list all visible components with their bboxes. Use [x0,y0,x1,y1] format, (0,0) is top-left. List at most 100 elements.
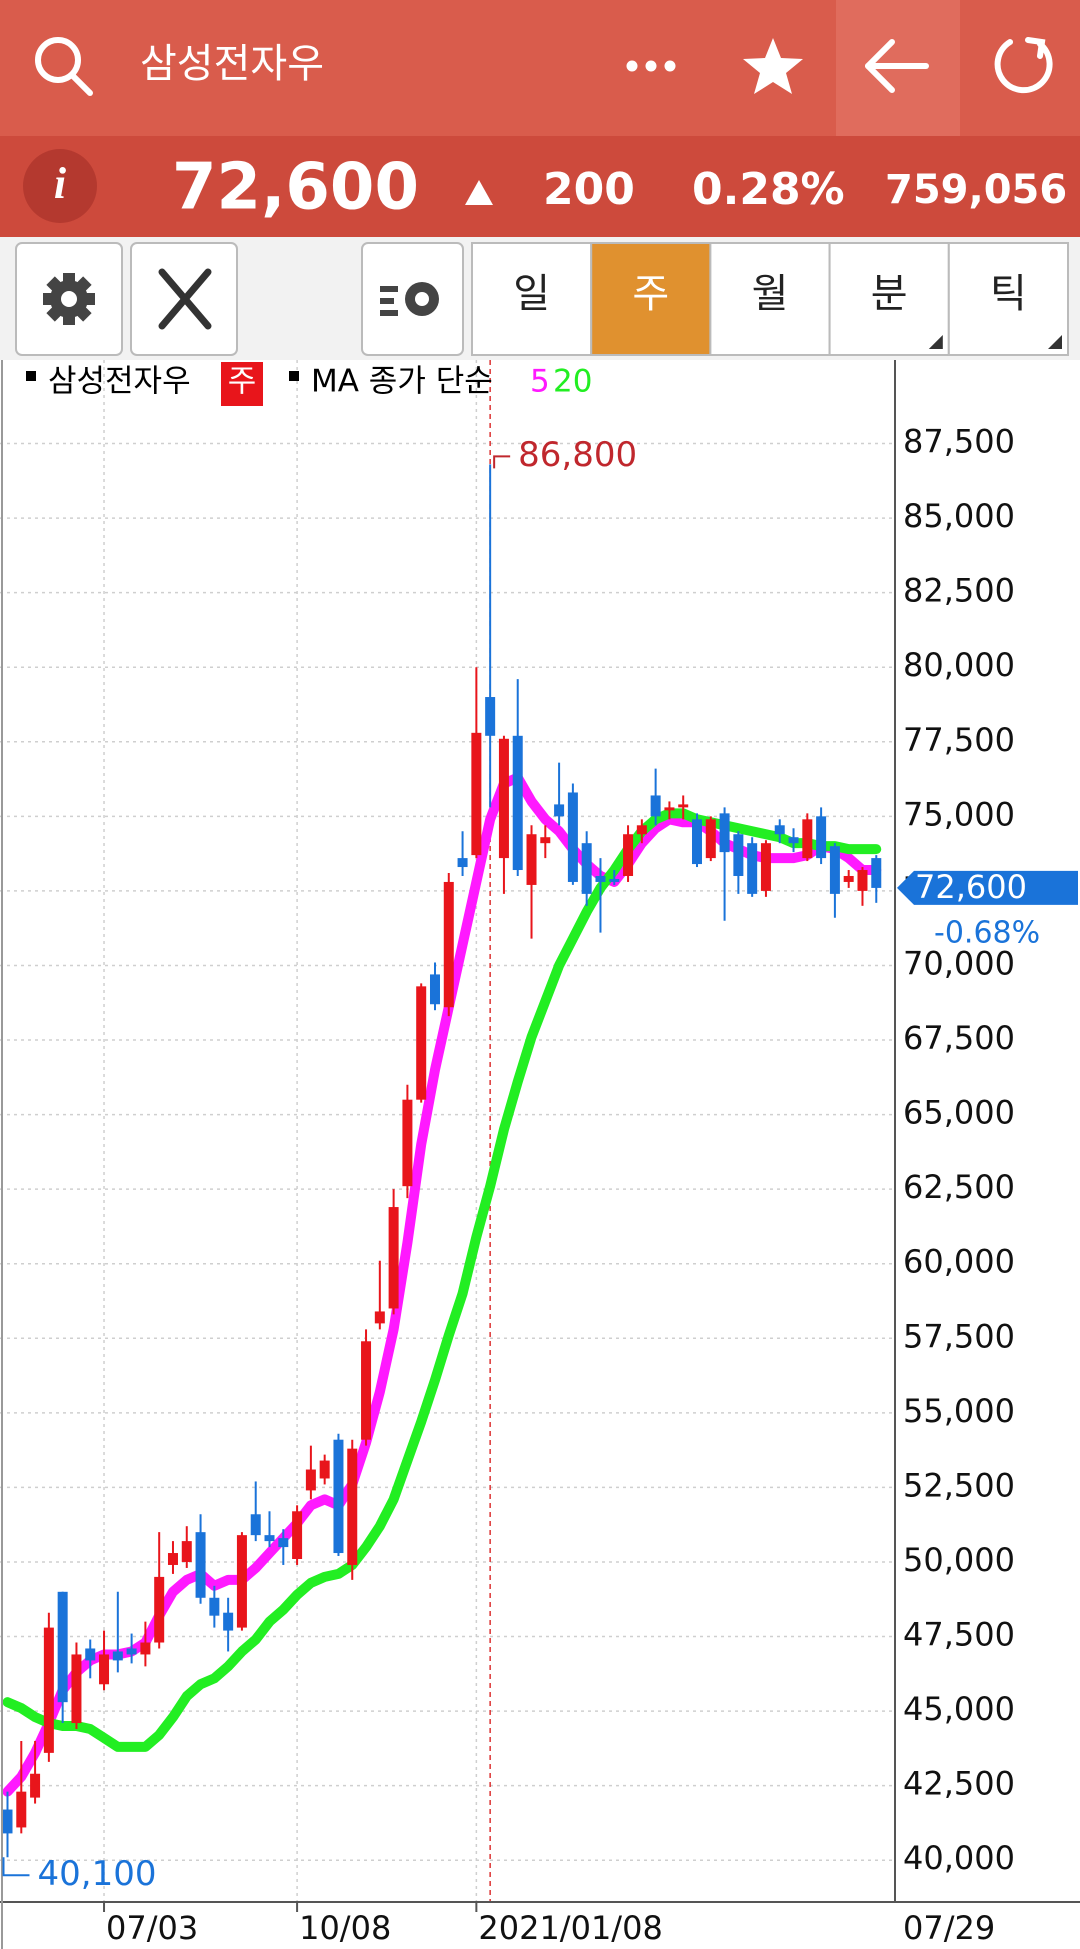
candle-body [733,834,744,876]
candle-body [595,875,606,882]
favorite-icon[interactable] [743,38,803,94]
info-button[interactable] [23,149,97,223]
candle-body [664,807,675,811]
tab[interactable] [471,242,593,356]
candle-body [167,1553,178,1565]
legend-entry: 20 [553,364,592,400]
y-tick-label: 87,500 [903,423,1015,461]
change-pct: 0.28% [692,164,845,215]
candle-body [498,738,509,859]
candle-body [71,1654,82,1724]
candle-body [278,1538,289,1548]
candle-body [292,1511,303,1560]
candle-body [650,795,661,817]
candle-body [264,1535,275,1542]
candle-body [99,1654,110,1685]
candle-body [567,792,578,882]
candle-body [788,837,799,844]
chart-area [0,360,1080,1949]
candle-body [388,1207,399,1309]
y-tick-label: 50,000 [903,1541,1015,1579]
x-tick-label: 10/08 [299,1909,391,1947]
candle-body [112,1651,123,1661]
y-tick-label: 85,000 [903,497,1015,535]
ma-line [2,772,882,1797]
max-arrow [493,455,511,469]
period-badge-bg [221,362,263,406]
candle-body [609,878,620,882]
candle-body [526,834,537,885]
candle-body [16,1791,27,1828]
candle-body [361,1341,372,1440]
period-badge: 주 [228,364,257,400]
candle-body [636,825,647,835]
candle-body [802,819,813,859]
y-tick-label: 47,500 [903,1616,1015,1654]
candle-body [871,858,882,888]
legend-entry: 5 [530,364,550,400]
y-tick-label: 80,000 [903,646,1015,684]
y-tick-label: 67,500 [903,1019,1015,1057]
min-arrow [2,1857,30,1877]
candle-body [554,804,565,817]
tab-corner [928,335,943,349]
candle-body [443,881,454,1008]
candle-body [719,813,730,853]
y-tick-label: 57,500 [903,1317,1015,1355]
tab-label: 틱 [990,271,1027,317]
y-tick-label: 77,500 [903,721,1015,759]
y-tick-label: 60,000 [903,1243,1015,1281]
candle-body [43,1627,54,1753]
candle-body [30,1773,41,1798]
legend-marker [289,371,299,381]
tools-icon [158,268,212,330]
change: 200 [543,164,635,215]
tab[interactable] [709,242,831,356]
candle-body [512,735,523,871]
candle-body [126,1648,137,1655]
tab-corner [1048,335,1062,349]
candle-body [402,1099,413,1187]
candle-body [154,1576,165,1643]
candle-body [692,819,702,865]
candle-body [678,804,689,808]
legend-marker [26,371,36,381]
tab-label: 월 [752,271,789,317]
tab[interactable] [947,242,1069,356]
more-icon[interactable] [626,60,676,72]
tab[interactable] [828,242,950,356]
candle-body [236,1535,247,1628]
y-tick-label: 55,000 [903,1392,1015,1430]
search-icon[interactable] [35,37,93,96]
min-label: 40,100 [38,1854,157,1894]
y-tick-label: 42,500 [903,1765,1015,1803]
tab-label: 일 [513,271,550,317]
info-icon: i [54,159,67,208]
candle-body [816,816,827,859]
back-icon[interactable] [865,39,929,93]
x-tick-label: 2021/01/08 [478,1909,662,1947]
candle-body [429,974,440,1005]
last-price-label: 72,600 [915,868,1027,906]
tab-label: 분 [871,271,908,317]
candle-body [829,846,840,894]
volume: 759,056 [885,167,1067,213]
y-tick-label: 45,000 [903,1690,1015,1728]
y-tick-label: 70,000 [903,944,1015,982]
candle-body [843,875,854,882]
stock-title[interactable]: 삼성전자우 [140,41,324,87]
candle-body [57,1591,68,1703]
candle-body [857,870,868,891]
candle-body [760,843,771,891]
legend-stock: 삼성전자우 [48,364,191,400]
refresh-icon[interactable] [994,37,1053,94]
candle-body [623,834,634,876]
candle-body [333,1439,344,1554]
last-price-tag [897,870,1078,905]
candle-body [581,843,592,894]
candle-body [181,1541,192,1562]
candle-body [209,1597,220,1616]
